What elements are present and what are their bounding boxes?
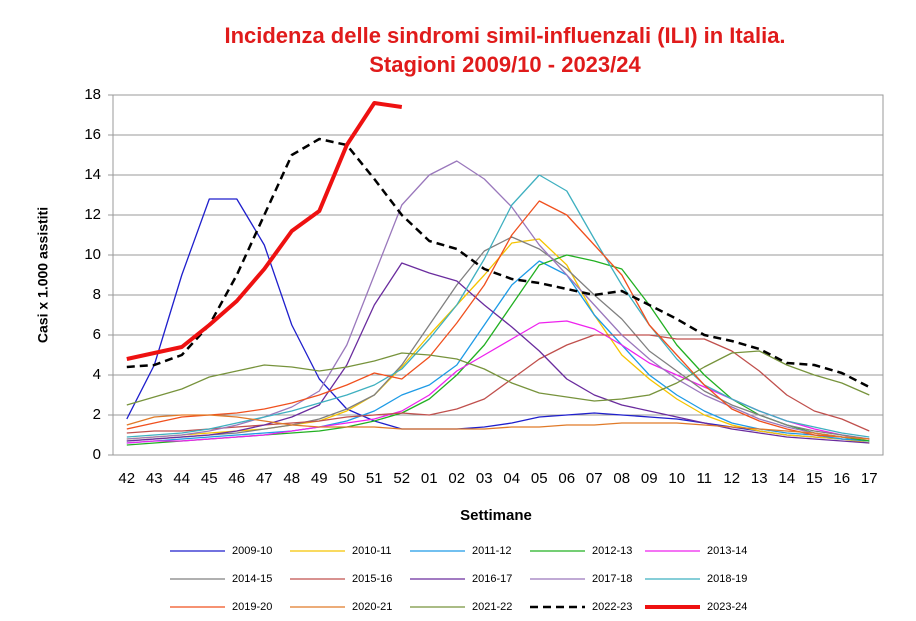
legend-label: 2013-14 xyxy=(707,545,747,557)
y-tick-label: 6 xyxy=(93,326,101,343)
y-tick-label: 2 xyxy=(93,406,101,423)
y-tick-label: 8 xyxy=(93,286,101,303)
x-tick-label: 04 xyxy=(503,470,520,487)
legend-label: 2017-18 xyxy=(592,573,632,585)
x-tick-label: 03 xyxy=(476,470,493,487)
x-tick-label: 08 xyxy=(613,470,630,487)
legend-label: 2023-24 xyxy=(707,601,747,613)
x-tick-label: 02 xyxy=(448,470,465,487)
x-tick-label: 44 xyxy=(173,470,190,487)
legend-label: 2012-13 xyxy=(592,545,632,557)
y-tick-label: 12 xyxy=(84,206,101,223)
legend-label: 2011-12 xyxy=(472,545,512,557)
x-tick-label: 43 xyxy=(146,470,163,487)
x-tick-label: 46 xyxy=(228,470,245,487)
x-tick-label: 45 xyxy=(201,470,218,487)
legend-label: 2015-16 xyxy=(352,573,392,585)
legend-label: 2014-15 xyxy=(232,573,272,585)
series-line xyxy=(126,236,870,442)
series-line xyxy=(126,137,870,389)
x-tick-label: 52 xyxy=(393,470,410,487)
x-tick-label: 13 xyxy=(751,470,768,487)
y-axis-label: Casi x 1.000 assistiti xyxy=(35,207,51,343)
x-tick-label: 49 xyxy=(311,470,328,487)
legend-label: 2020-21 xyxy=(352,601,392,613)
legend-label: 2021-22 xyxy=(472,601,512,613)
series-line xyxy=(126,254,870,446)
series-line xyxy=(126,200,870,440)
series-line xyxy=(126,198,870,442)
y-tick-label: 18 xyxy=(84,86,101,103)
x-tick-label: 05 xyxy=(531,470,548,487)
series-line xyxy=(126,160,870,440)
x-tick-label: 47 xyxy=(256,470,273,487)
legend-label: 2018-19 xyxy=(707,573,747,585)
x-tick-label: 15 xyxy=(806,470,823,487)
x-tick-label: 10 xyxy=(668,470,685,487)
x-tick-label: 09 xyxy=(641,470,658,487)
x-tick-label: 17 xyxy=(861,470,878,487)
series-line xyxy=(126,334,870,434)
x-tick-label: 06 xyxy=(558,470,575,487)
y-tick-label: 10 xyxy=(84,246,101,263)
series-line xyxy=(126,174,870,438)
x-tick-label: 50 xyxy=(338,470,355,487)
x-tick-label: 07 xyxy=(586,470,603,487)
y-tick-label: 16 xyxy=(84,126,101,143)
y-tick-label: 4 xyxy=(93,366,101,383)
series-line xyxy=(126,101,403,361)
x-tick-label: 12 xyxy=(723,470,740,487)
series-line xyxy=(126,414,870,440)
legend-label: 2010-11 xyxy=(352,545,392,557)
x-tick-label: 48 xyxy=(283,470,300,487)
legend-label: 2009-10 xyxy=(232,545,272,557)
x-tick-label: 11 xyxy=(696,470,712,487)
x-tick-label: 01 xyxy=(421,470,438,487)
legend-label: 2019-20 xyxy=(232,601,272,613)
x-tick-label: 16 xyxy=(833,470,850,487)
series-line xyxy=(126,262,870,444)
x-tick-label: 51 xyxy=(366,470,383,487)
x-axis-label: Settimane xyxy=(460,507,532,524)
legend-label: 2016-17 xyxy=(472,573,512,585)
legend-label: 2022-23 xyxy=(592,601,632,613)
chart-subtitle: Stagioni 2009/10 - 2023/24 xyxy=(369,52,641,77)
y-tick-label: 14 xyxy=(84,166,101,183)
y-tick-label: 0 xyxy=(93,446,101,463)
chart-title: Incidenza delle sindromi simil-influenza… xyxy=(224,23,785,48)
x-tick-label: 42 xyxy=(118,470,135,487)
series-line xyxy=(126,260,870,444)
x-tick-label: 14 xyxy=(778,470,795,487)
series-line xyxy=(126,350,870,406)
